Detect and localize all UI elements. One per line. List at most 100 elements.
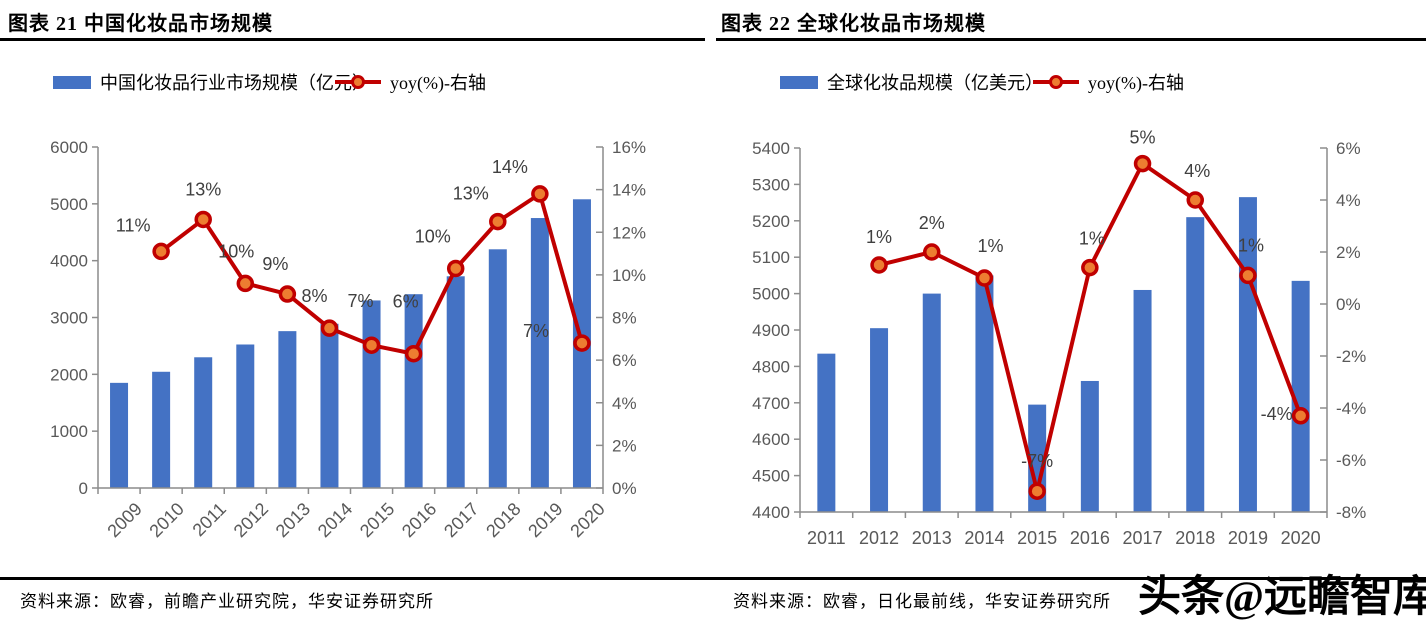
- yoy-data-label: 8%: [301, 286, 327, 306]
- legend-item-line: yoy(%)-右轴: [1033, 73, 1184, 93]
- bar: [110, 382, 129, 488]
- yoy-data-label: 11%: [116, 215, 151, 235]
- left-axis-label: 4000: [50, 252, 88, 271]
- left-axis-label: 4800: [752, 357, 790, 376]
- x-axis-label: 2014: [964, 528, 1004, 548]
- x-axis-label: 2014: [314, 499, 356, 541]
- bar: [817, 353, 836, 512]
- source-note: 资料来源：欧睿，前瞻产业研究院，华安证券研究所: [20, 592, 434, 611]
- global-cosmetics-chart-panel: 图表 22 全球化妆品市场规模 全球化妆品规模（亿美元） yoy(%)-右轴 4…: [713, 0, 1426, 630]
- yoy-marker: [489, 212, 507, 231]
- legend-item-line: yoy(%)-右轴: [335, 73, 486, 93]
- yoy-data-label: -4%: [1261, 404, 1293, 424]
- right-axis-label: 0%: [1336, 295, 1361, 314]
- right-axis-label: -2%: [1336, 347, 1366, 366]
- chart-title: 图表 22 全球化妆品市场规模: [721, 13, 986, 35]
- left-axis-label: 5000: [50, 195, 88, 214]
- bar: [1291, 280, 1310, 512]
- x-axis-label: 2011: [807, 528, 846, 548]
- yoy-data-label: 1%: [977, 236, 1003, 256]
- bar: [922, 293, 941, 512]
- yoy-marker: [1133, 154, 1152, 173]
- left-axis-label: 6000: [50, 138, 88, 157]
- yoy-data-label: 14%: [492, 157, 528, 177]
- yoy-marker: [236, 274, 255, 293]
- yoy-data-label: 2%: [919, 213, 945, 233]
- line-series-swatch: [335, 75, 381, 89]
- right-axis-label: 16%: [612, 138, 646, 157]
- right-axis-label: 4%: [1336, 191, 1361, 210]
- chart-title: 图表 21 中国化妆品市场规模: [8, 13, 273, 35]
- x-axis-label: 2017: [440, 499, 482, 541]
- yoy-data-label: 5%: [1130, 128, 1156, 148]
- left-axis-label: 2000: [50, 365, 88, 384]
- left-axis-label: 5300: [752, 175, 790, 194]
- yoy-marker: [320, 319, 339, 337]
- bar: [362, 300, 381, 488]
- yoy-data-label: -7%: [1021, 451, 1053, 471]
- bar: [1186, 217, 1205, 512]
- yoy-marker: [1186, 191, 1204, 209]
- china-cosmetics-chart-panel: 图表 21 中国化妆品市场规模 中国化妆品行业市场规模（亿元） yoy(%)-右…: [0, 13, 713, 611]
- yoy-marker: [573, 334, 591, 352]
- left-axis-label: 5100: [752, 248, 790, 267]
- yoy-marker: [1081, 258, 1099, 277]
- left-axis-label: 4400: [752, 503, 790, 522]
- yoy-data-label: 9%: [262, 254, 288, 274]
- right-axis-label: 6%: [612, 351, 637, 370]
- right-axis-label: -6%: [1336, 451, 1366, 470]
- yoy-marker: [278, 285, 297, 303]
- right-axis-label: 14%: [612, 181, 646, 200]
- yoy-data-label: 1%: [866, 227, 892, 247]
- left-axis-label: 0: [79, 479, 88, 498]
- bar: [194, 357, 213, 488]
- bottom-divider: [0, 577, 713, 580]
- right-axis-label: 12%: [612, 223, 646, 242]
- right-axis-label: 4%: [612, 394, 637, 413]
- right-axis-label: 2%: [612, 436, 637, 455]
- yoy-marker: [404, 344, 423, 363]
- x-axis-label: 2017: [1123, 528, 1163, 548]
- bar: [446, 276, 465, 488]
- yoy-data-label: 6%: [393, 292, 419, 312]
- yoy-marker: [975, 269, 994, 287]
- yoy-marker: [1028, 482, 1046, 500]
- x-axis-label: 2018: [1175, 528, 1215, 548]
- bottom-divider: [713, 577, 1426, 580]
- global-cosmetics-combo-chart: 4400 4500 4600 4700 4800 4900 5000 5100 5200 5300…: [752, 128, 1366, 548]
- left-axis-label: 3000: [50, 309, 88, 328]
- yoy-data-label: 10%: [415, 226, 451, 246]
- left-axis-label: 5000: [752, 285, 790, 304]
- x-axis-label: 2015: [356, 499, 398, 541]
- yoy-marker: [923, 243, 941, 261]
- x-axis-label: 2019: [524, 499, 566, 541]
- bar: [404, 294, 423, 488]
- bar: [320, 323, 339, 488]
- right-axis-label: 8%: [612, 309, 637, 328]
- yoy-marker: [362, 336, 381, 354]
- yoy-data-label: 10%: [218, 241, 254, 261]
- line-series-swatch: [1033, 75, 1079, 89]
- yoy-marker: [531, 185, 549, 203]
- yoy-data-label: 7%: [348, 291, 374, 311]
- bar-series-swatch: [53, 75, 91, 89]
- left-axis-label: 4500: [752, 467, 790, 486]
- left-axis-label: 4600: [752, 430, 790, 449]
- yoy-marker: [870, 256, 888, 274]
- yoy-marker: [1239, 266, 1257, 285]
- bar: [975, 275, 994, 512]
- yoy-data-label: 4%: [1184, 161, 1210, 181]
- right-axis-label: -4%: [1336, 399, 1366, 418]
- china-cosmetics-combo-chart: 0 1000 2000 3000 4000 5000 6000 0% 2% 4% 6% 8% 10% 12…: [50, 138, 646, 541]
- x-axis-label: 2020: [1281, 528, 1321, 548]
- right-axis-label: 6%: [1336, 139, 1361, 158]
- right-axis-label: -8%: [1336, 503, 1366, 522]
- title-divider: [0, 38, 705, 41]
- legend-bar-label: 中国化妆品行业市场规模（亿元）: [100, 73, 370, 93]
- watermark: 头条@远瞻智库: [1138, 574, 1426, 621]
- yoy-data-label: 1%: [1079, 229, 1105, 249]
- bar: [1080, 380, 1099, 512]
- right-axis-label: 10%: [612, 266, 646, 285]
- right-axis-label: 2%: [1336, 243, 1361, 262]
